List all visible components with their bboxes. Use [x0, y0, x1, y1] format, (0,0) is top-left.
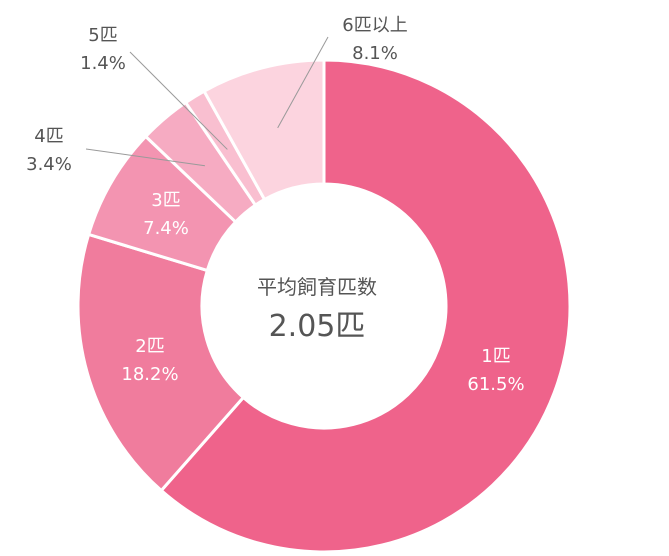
slice-2-label: 2匹 [135, 336, 164, 357]
slice-5-label: 5匹 [88, 25, 117, 46]
leader-line-5 [129, 51, 228, 150]
slice-2 [76, 232, 246, 493]
slice-4-value: 3.4% [26, 154, 72, 175]
leader-line-6 [277, 36, 329, 129]
slice-6-label: 6匹以上 [342, 15, 407, 36]
slice-6-value: 8.1% [352, 43, 398, 64]
leader-line-4 [85, 148, 206, 167]
slice-3-label: 3匹 [151, 190, 180, 211]
slice-2-value: 18.2% [121, 364, 178, 385]
slice-1-value: 61.5% [467, 374, 524, 395]
donut-slices [76, 58, 572, 554]
leader-lines [85, 36, 329, 167]
center-title: 平均飼育匹数 [257, 275, 377, 299]
slice-1-label: 1匹 [481, 346, 510, 367]
slice-6 [202, 58, 326, 202]
slice-5-value: 1.4% [80, 53, 126, 74]
center-value: 2.05匹 [269, 309, 366, 344]
slice-1 [159, 58, 572, 554]
slice-3-value: 7.4% [143, 218, 189, 239]
slice-4-label: 4匹 [34, 126, 63, 147]
